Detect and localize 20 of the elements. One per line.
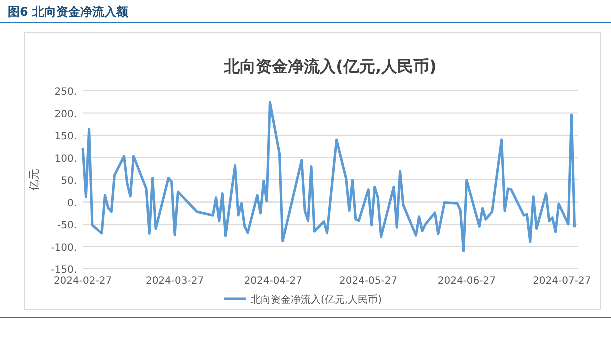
y-tick-label: -50. [57, 220, 77, 232]
x-tick-label: 2024-04-27 [244, 276, 302, 287]
x-tick-label: 2024-06-27 [438, 276, 496, 287]
x-tick-label: 2024-03-27 [146, 276, 204, 287]
y-tick-label: -100. [51, 242, 77, 254]
y-tick-label: 0. [67, 198, 77, 210]
y-tick-label: 50. [61, 176, 77, 187]
y-tick-label: 200. [54, 109, 77, 120]
x-tick-label: 2024-07-27 [533, 276, 592, 287]
caption: 图6 北向资金净流入额 [8, 5, 130, 19]
y-tick-label: 150. [54, 132, 77, 142]
y-axis-title: 亿元 [28, 169, 41, 192]
legend-label: 北向资金净流入(亿元,人民币) [251, 294, 382, 306]
y-tick-label: 100. [54, 154, 77, 165]
chart-title: 北向资金净流入(亿元,人民币) [223, 57, 437, 76]
x-tick-label: 2024-05-27 [340, 276, 398, 287]
line-series [82, 101, 576, 252]
y-tick-label: 250. [54, 87, 77, 98]
x-tick-label: 2024-02-27 [54, 276, 112, 287]
y-tick-label: -150. [51, 265, 77, 276]
